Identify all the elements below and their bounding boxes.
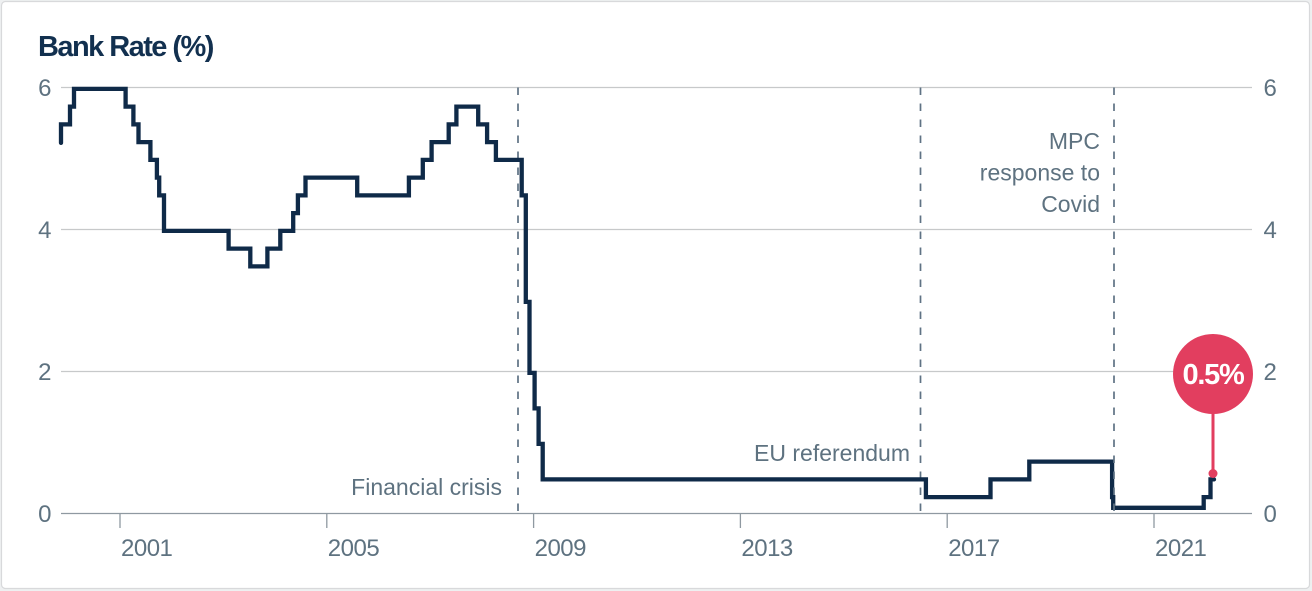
svg-text:response to: response to <box>980 160 1100 186</box>
svg-text:6: 6 <box>1264 75 1277 102</box>
svg-text:2021: 2021 <box>1155 535 1207 562</box>
svg-text:4: 4 <box>38 217 51 244</box>
svg-text:2017: 2017 <box>948 535 1000 562</box>
svg-text:EU referendum: EU referendum <box>754 440 910 466</box>
svg-text:2013: 2013 <box>741 535 793 562</box>
svg-text:4: 4 <box>1264 217 1277 244</box>
svg-text:0.5%: 0.5% <box>1183 359 1245 391</box>
svg-text:2: 2 <box>38 359 51 386</box>
svg-text:0: 0 <box>1264 501 1277 528</box>
svg-text:2001: 2001 <box>121 535 173 562</box>
svg-text:Financial crisis: Financial crisis <box>351 474 502 500</box>
svg-text:6: 6 <box>38 75 51 102</box>
svg-text:Bank Rate (%): Bank Rate (%) <box>38 31 214 63</box>
svg-text:2: 2 <box>1264 359 1277 386</box>
svg-text:Covid: Covid <box>1041 191 1100 217</box>
svg-text:MPC: MPC <box>1049 128 1100 154</box>
svg-text:2009: 2009 <box>535 535 587 562</box>
svg-text:2005: 2005 <box>328 535 380 562</box>
svg-text:0: 0 <box>38 501 51 528</box>
